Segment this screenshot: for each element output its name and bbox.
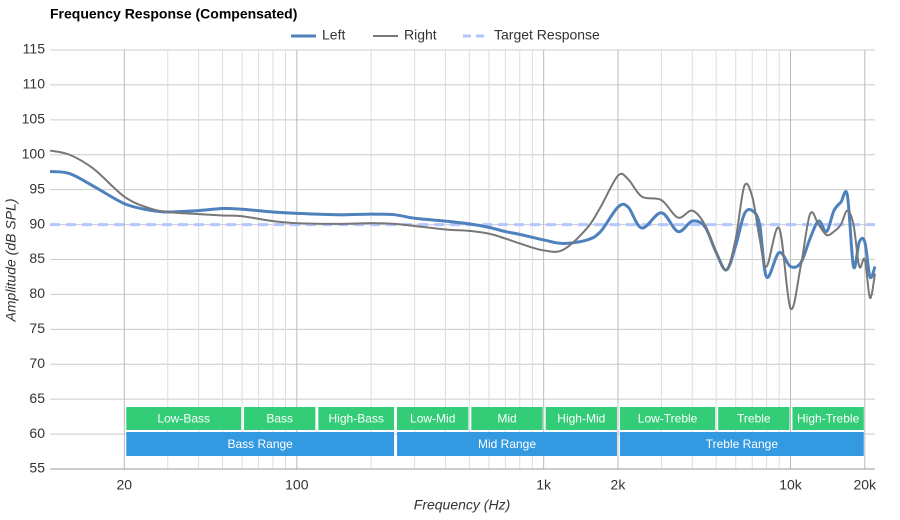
band <box>471 407 543 430</box>
y-tick-label: 75 <box>29 320 45 336</box>
band-label: Bass <box>266 412 293 426</box>
y-tick-label: 90 <box>29 215 45 231</box>
x-tick-label: 20 <box>117 477 133 493</box>
y-tick-label: 80 <box>29 285 45 301</box>
y-tick-label: 110 <box>23 76 46 92</box>
y-tick-label: 100 <box>22 145 46 161</box>
band-label: Mid Range <box>478 437 536 451</box>
band <box>545 407 617 430</box>
band-label: Low-Treble <box>638 412 698 426</box>
band-label: Mid <box>497 412 516 426</box>
band <box>126 407 242 430</box>
y-tick-label: 60 <box>29 425 45 441</box>
x-tick-label: 20k <box>853 477 877 493</box>
band-label: High-Treble <box>797 412 860 426</box>
band <box>718 407 790 430</box>
x-tick-label: 1k <box>536 477 552 493</box>
band-label: High-Mid <box>557 412 605 426</box>
band <box>397 432 617 456</box>
band-label: Bass Range <box>227 437 293 451</box>
band-label: Treble <box>737 412 771 426</box>
y-tick-label: 85 <box>29 250 45 266</box>
x-axis-label: Frequency (Hz) <box>414 497 510 513</box>
band <box>244 407 316 430</box>
y-tick-label: 115 <box>23 41 46 57</box>
series-line <box>49 170 877 280</box>
band-label: Low-Bass <box>157 412 210 426</box>
band <box>792 407 864 430</box>
band-label: Treble Range <box>706 437 779 451</box>
legend-label: Target Response <box>494 27 600 43</box>
band <box>619 407 716 430</box>
legend-label: Right <box>404 27 437 43</box>
x-tick-label: 10k <box>779 477 803 493</box>
band <box>619 432 864 456</box>
band <box>397 407 469 430</box>
band <box>318 407 395 430</box>
chart-title: Frequency Response (Compensated) <box>50 6 297 22</box>
y-tick-label: 65 <box>29 390 45 406</box>
x-tick-label: 100 <box>285 477 309 493</box>
y-tick-label: 105 <box>22 111 46 127</box>
y-tick-label: 70 <box>29 355 45 371</box>
y-axis-label: Amplitude (dB SPL) <box>3 199 19 323</box>
y-tick-label: 95 <box>29 180 45 196</box>
series-line <box>49 149 876 311</box>
band-label: Low-Mid <box>410 412 455 426</box>
x-tick-label: 2k <box>611 477 627 493</box>
grid <box>50 49 875 470</box>
y-tick-label: 55 <box>29 460 45 476</box>
legend-label: Left <box>322 27 345 43</box>
band <box>126 432 395 456</box>
band-label: High-Bass <box>329 412 384 426</box>
